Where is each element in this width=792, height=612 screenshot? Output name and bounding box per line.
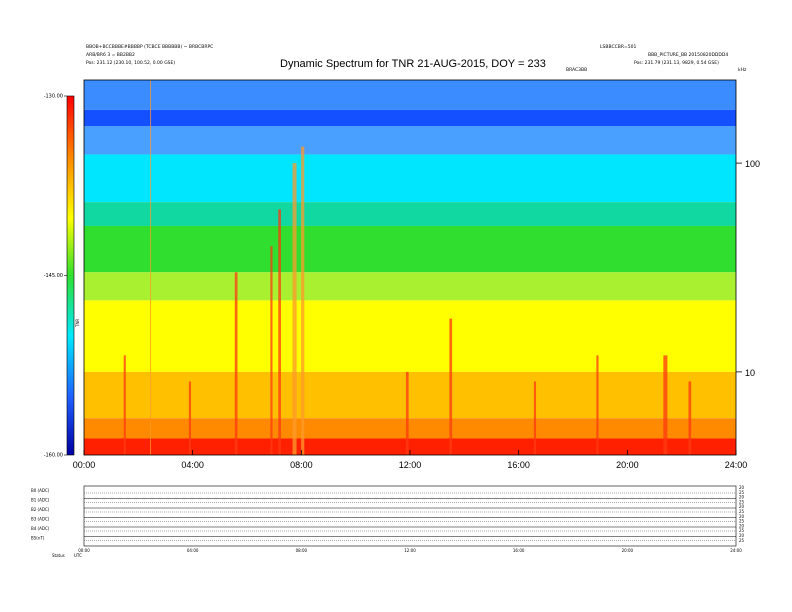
lower-right-tick: 25 [739,499,745,504]
header-right-line1: LSBBCCBR=501 [600,45,637,50]
lower-x-tick-label: 12:00 [404,548,416,553]
spectrogram-bursts [123,80,692,455]
burst-12 [663,355,668,455]
spectrogram: 00:00 04:00 08:00 12:00 16:00 20:00 24:00 1001… [73,79,760,470]
spectrum-band-9 [84,418,736,439]
burst-4 [270,246,273,455]
spectrogram-bands [84,80,736,455]
lower-x-tick-label: 04:00 [187,548,199,553]
header-left-line3: Pos: 231.12 (230.10, 100.52, 0.00 GSE) [86,61,176,66]
lower-right-tick: 20 [739,495,745,500]
burst-6 [292,163,297,455]
burst-8 [405,371,409,455]
colorbar-tick-label: -130.00 [44,94,63,100]
header-right-line3: Pos: 231.79 (231.13, 9829, 0.54 GSE) [634,61,719,66]
lower-right-tick: 20 [739,533,745,538]
lower-x-tick-label: 20:00 [622,548,634,553]
lower-right-tick: 25 [739,509,745,514]
lower-footer-right: UTC [74,553,82,558]
burst-1 [150,80,152,455]
x-axis-ticks: 00:00 04:00 08:00 12:00 16:00 20:00 24:00 [73,450,748,470]
y-axis-ticks: 100 10 [736,159,760,378]
spectrum-band-2 [84,126,736,155]
lower-panel-label: B2 (ADC) [31,507,50,512]
lower-x-tick-label: 24:00 [730,548,742,553]
x-tick-label: 20:00 [616,460,639,470]
spectrum-band-0 [84,80,736,110]
lower-panel-label: B3 (ADC) [31,517,50,522]
lower-panels: B0 (ADC) B1 (ADC) B2 (ADC) B3 (ADC) B4 (ADC)… [31,485,745,558]
lower-right-tick: 25 [739,519,745,524]
lower-panel-label: B4 (ADC) [31,526,50,531]
lower-right-tick: 20 [739,485,745,490]
lower-frame [83,485,737,547]
x-tick-label: 12:00 [399,460,422,470]
burst-2 [188,381,192,455]
burst-11 [596,355,599,455]
colorbar-ticks: -130.00 -145.00 -160.00 [44,94,67,459]
header-left-line2: ARB/BR6 3 = BB2BB2 [86,53,135,58]
header-right-line2: BBB_PICTURE_BB 20150820DDDD4 [648,53,729,58]
x-tick-label: 08:00 [290,460,313,470]
x-tick-label: 04:00 [181,460,204,470]
burst-7 [301,146,305,455]
y-tick-label: 100 [745,159,760,169]
lower-footer-left: Status [52,553,65,558]
lower-panel-label: B5(nT) [31,536,45,541]
x-tick-label: 00:00 [73,460,96,470]
spectrum-band-7 [84,300,736,372]
lower-x-tick-label: 16:00 [513,548,525,553]
colorbar-bar [66,95,75,456]
lower-right-tick: 25 [739,538,745,543]
spectrum-band-6 [84,272,736,301]
lower-right-tick: 25 [739,490,745,495]
lower-panel-label: B0 (ADC) [31,488,50,493]
spectrum-band-8 [84,371,736,419]
y-tick-label: 10 [745,368,755,378]
header-mid-label: BRAC3BB [566,68,588,73]
colorbar-tick-label: -145.00 [44,273,63,279]
header-units-label: kHz [738,68,747,73]
spectrum-band-4 [84,202,736,226]
spectrum-band-10 [84,438,736,455]
lower-right-tick: 20 [739,523,745,528]
spectrum-band-5 [84,225,736,273]
burst-5 [278,209,281,455]
burst-9 [449,318,453,455]
lower-right-tick: 20 [739,504,745,509]
lower-panel-label: B1 (ADC) [31,498,50,503]
lower-right-tick: 25 [739,528,745,533]
burst-0 [123,355,126,455]
lower-right-tick: 20 [739,514,745,519]
colorbar-label: TNR [75,319,80,328]
burst-10 [533,381,537,455]
lower-x-tick-label: 00:00 [78,548,90,553]
spectrum-band-1 [84,109,736,127]
header-left-line1: BBOB+BCCBBBE#BBBBP (TCBCE BBBBBB) ~ BRBC… [86,45,214,50]
burst-3 [234,272,238,455]
x-tick-label: 16:00 [507,460,530,470]
colorbar: -130.00 -145.00 -160.00 TNR [44,94,80,459]
spectrum-band-3 [84,154,736,203]
x-tick-label: 24:00 [725,460,748,470]
lower-x-tick-label: 08:00 [296,548,308,553]
chart-title: Dynamic Spectrum for TNR 21-AUG-2015, DO… [280,58,546,70]
burst-13 [688,381,692,455]
colorbar-tick-label: -160.00 [44,453,63,459]
